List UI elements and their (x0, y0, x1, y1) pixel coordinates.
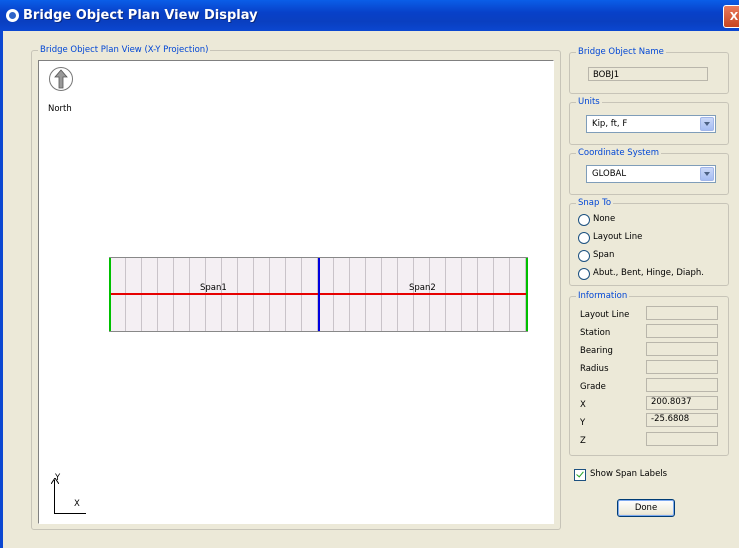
info-value-z (646, 432, 718, 446)
coordinate-system-selected: GLOBAL (592, 169, 627, 179)
show-span-labels-checkbox[interactable] (574, 469, 586, 481)
span-divider (318, 258, 320, 331)
chevron-down-icon[interactable] (700, 117, 714, 131)
window-title: Bridge Object Plan View Display (23, 8, 258, 23)
info-label-radius: Radius (580, 364, 609, 374)
radio-icon[interactable] (578, 232, 590, 244)
info-label-bearing: Bearing (580, 346, 613, 356)
abutment-start (109, 258, 111, 331)
abutment-end (526, 258, 528, 331)
info-value-x: 200.8037 (646, 396, 718, 410)
axis-y-arrow-icon (51, 478, 59, 484)
coordinate-system-dropdown[interactable]: GLOBAL (586, 165, 716, 183)
close-button[interactable]: X (723, 5, 739, 28)
axis-y-line (54, 480, 55, 514)
snap-option-label: Span (593, 250, 615, 260)
info-label-station: Station (580, 328, 611, 338)
info-value-y: -25.6808 (646, 413, 718, 427)
information-legend: Information (576, 291, 630, 301)
units-dropdown[interactable]: Kip, ft, F (586, 115, 716, 133)
info-value-grade (646, 378, 718, 392)
north-arrow-icon (49, 67, 73, 91)
info-value-radius (646, 360, 718, 374)
info-value-station (646, 324, 718, 338)
title-bar: Bridge Object Plan View Display X (0, 0, 739, 31)
radio-icon[interactable] (578, 250, 590, 262)
info-label-x: X (580, 400, 586, 410)
snap-to-legend: Snap To (576, 198, 614, 208)
window-frame (0, 31, 3, 548)
bridge-deck[interactable]: Span1 Span2 (109, 257, 528, 332)
info-label-grade: Grade (580, 382, 606, 392)
chevron-down-icon[interactable] (700, 167, 714, 181)
info-label-layout-line: Layout Line (580, 310, 630, 320)
snap-option-label: Abut., Bent, Hinge, Diaph. (593, 268, 704, 278)
bridge-object-name-legend: Bridge Object Name (576, 47, 666, 57)
app-icon (6, 9, 19, 22)
radio-icon[interactable] (578, 214, 590, 226)
plan-view-legend: Bridge Object Plan View (X-Y Projection) (38, 45, 211, 55)
info-label-y: Y (580, 418, 586, 428)
snap-to-group: Snap To (569, 198, 729, 286)
snap-option-label: Layout Line (593, 232, 643, 242)
north-label: North (48, 104, 72, 114)
coordinate-system-legend: Coordinate System (576, 148, 661, 158)
units-legend: Units (576, 97, 602, 107)
snap-option-label: None (593, 214, 616, 224)
span-label-2: Span2 (409, 283, 436, 293)
info-label-z: Z (580, 436, 586, 446)
span-label-1: Span1 (200, 283, 227, 293)
plan-view-canvas[interactable]: North Span1 Span2 Y X (38, 60, 554, 524)
information-group: Information (569, 291, 729, 456)
bridge-object-name-field: BOBJ1 (588, 67, 708, 81)
done-button[interactable]: Done (617, 499, 675, 517)
units-group: Units (569, 97, 729, 145)
radio-icon[interactable] (578, 268, 590, 280)
coordinate-system-group: Coordinate System (569, 148, 729, 195)
axis-x-line (54, 513, 86, 514)
units-selected: Kip, ft, F (592, 119, 628, 129)
axis-y-label: Y (55, 473, 61, 483)
info-value-bearing (646, 342, 718, 356)
bridge-object-name-group: Bridge Object Name (569, 47, 729, 94)
axis-x-label: X (74, 499, 80, 509)
info-value-layout-line (646, 306, 718, 320)
plan-view-group: Bridge Object Plan View (X-Y Projection) (31, 45, 561, 530)
show-span-labels-label[interactable]: Show Span Labels (590, 469, 668, 479)
